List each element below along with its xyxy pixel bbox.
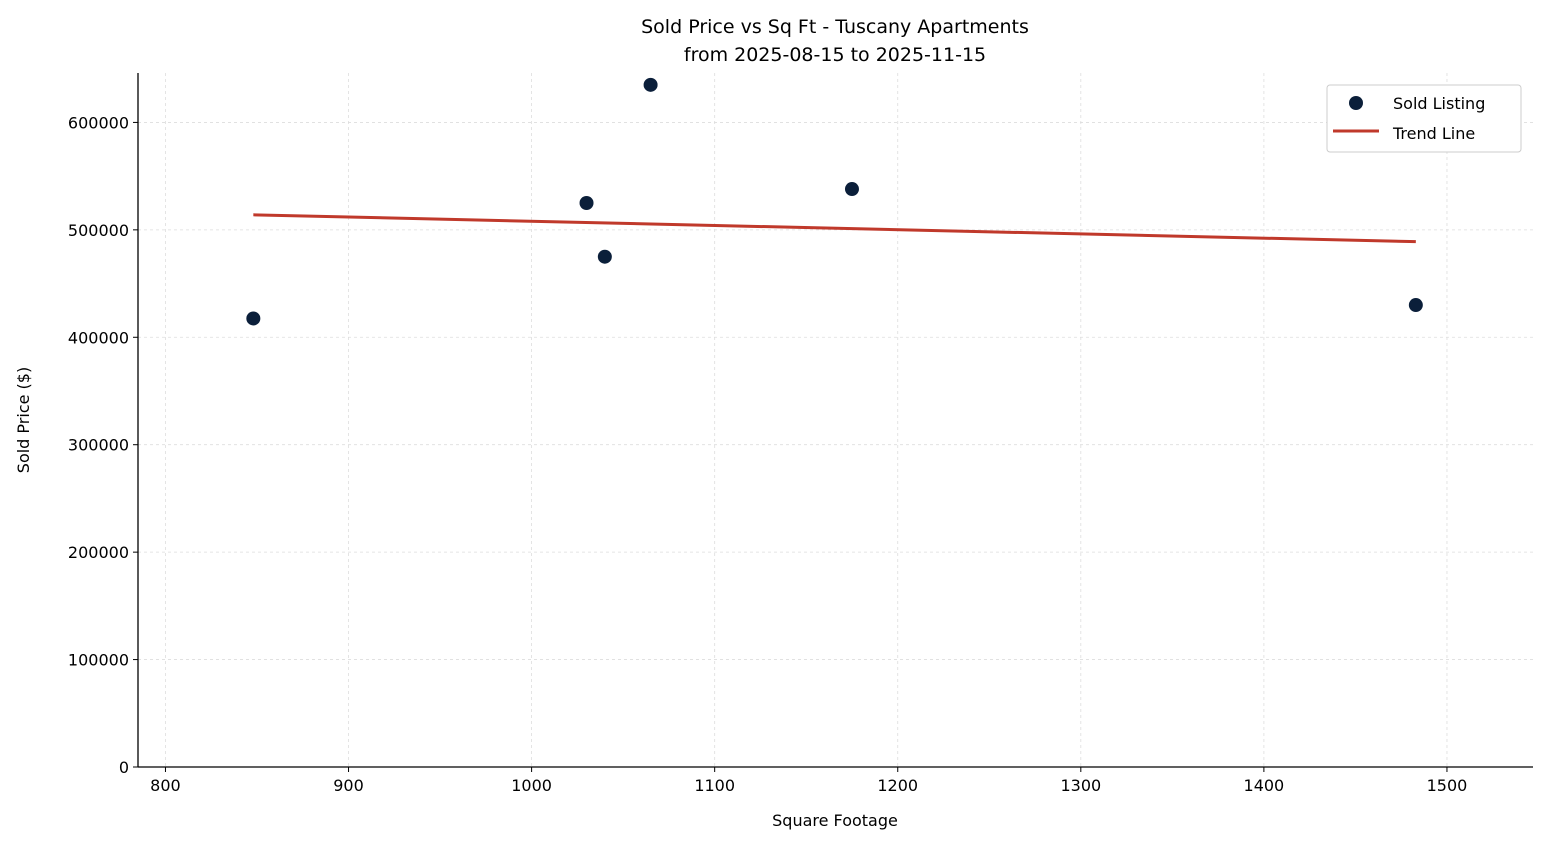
x-tick-label: 800 xyxy=(150,776,181,795)
chart-title: Sold Price vs Sq Ft - Tuscany Apartments xyxy=(641,16,1029,38)
x-tick-label: 1500 xyxy=(1427,776,1468,795)
legend-label-sold-listing: Sold Listing xyxy=(1393,94,1485,113)
chart-subtitle: from 2025-08-15 to 2025-11-15 xyxy=(684,44,986,66)
data-point xyxy=(844,182,859,197)
y-tick-label: 500000 xyxy=(68,221,129,240)
legend-marker-sold-listing xyxy=(1349,96,1363,110)
y-tick-label: 600000 xyxy=(68,113,129,132)
data-point xyxy=(579,195,594,210)
marks xyxy=(246,77,1423,326)
y-tick-label: 200000 xyxy=(68,543,129,562)
y-tick-label: 300000 xyxy=(68,436,129,455)
axes: 800 900 1000 1100 1200 1300 1400 1500 0 100000 200… xyxy=(68,73,1533,795)
data-point xyxy=(246,311,261,326)
legend: Sold Listing Trend Line xyxy=(1326,84,1522,153)
y-tick-label: 0 xyxy=(119,758,129,777)
x-tick-label: 1200 xyxy=(877,776,918,795)
y-tick-label: 400000 xyxy=(68,328,129,347)
x-tick-label: 1100 xyxy=(694,776,735,795)
y-tick-label: 100000 xyxy=(68,651,129,670)
x-axis-label: Square Footage xyxy=(772,811,898,830)
legend-label-trend-line: Trend Line xyxy=(1392,124,1475,143)
grid xyxy=(138,73,1533,768)
data-point xyxy=(1408,298,1423,313)
x-tick-label: 1300 xyxy=(1060,776,1101,795)
trend-line xyxy=(253,213,1416,244)
data-point xyxy=(643,77,658,92)
x-tick-label: 1400 xyxy=(1244,776,1285,795)
legend-box xyxy=(1326,84,1522,153)
x-tick-label: 900 xyxy=(333,776,364,795)
data-point xyxy=(597,249,612,264)
x-tick-label: 1000 xyxy=(511,776,552,795)
y-axis-label: Sold Price ($) xyxy=(14,367,33,473)
